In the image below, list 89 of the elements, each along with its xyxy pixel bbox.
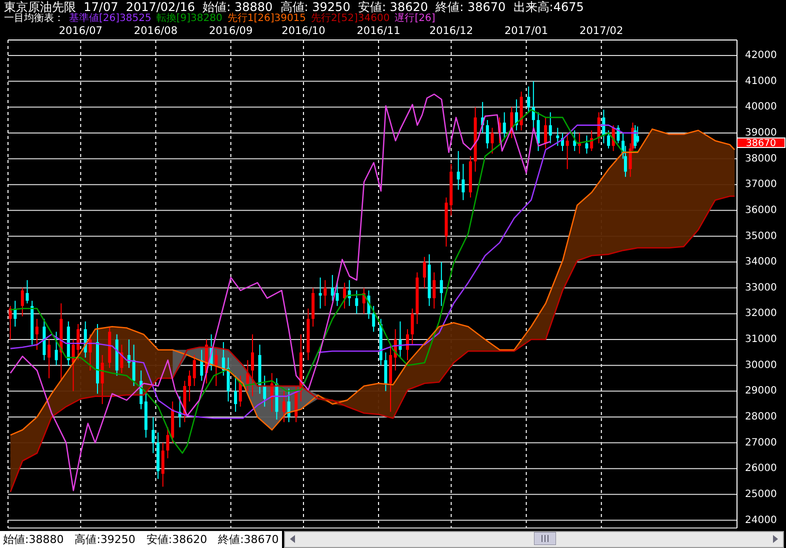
candlestick [222,342,225,376]
line-series [10,196,736,492]
candlestick [486,120,489,149]
x-tick-label: 2016/10 [282,25,326,37]
candlestick [384,352,388,392]
candlestick [324,280,327,306]
candlestick [462,163,465,201]
y-tick-label: 29000 [745,386,777,397]
candlestick [100,354,104,405]
text: 転換[9]38280 [156,13,222,25]
candlestick [548,112,552,144]
candlestick [48,339,51,379]
x-tick-label: 2016/07 [58,25,102,37]
y-tick-label: 39000 [745,128,777,138]
candlestick [161,442,164,488]
candlestick [166,426,170,459]
candlestick [152,416,155,454]
y-tick-label: 36000 [745,204,777,216]
y-tick-label: 35000 [745,230,777,242]
candlestick [456,150,460,190]
x-tick-label: 2017/01 [504,25,548,37]
candlestick [26,280,29,304]
candlestick [410,308,414,346]
line-series [10,94,552,492]
candlestick [234,375,238,412]
candlestick [8,305,12,340]
candlestick [566,132,569,170]
candlestick [246,360,250,392]
y-tick-label: 28000 [745,412,777,423]
y-tick-label: 34000 [745,256,777,268]
candlestick [422,256,426,288]
y-tick-label: 38000 [745,153,777,164]
y-tick-label: 33000 [745,282,777,294]
y-tick-label: 42000 [745,50,777,62]
y-tick-label: 32000 [745,308,777,320]
text: 先行2[52]34600 [311,13,390,25]
y-tick-label: 24000 [745,514,777,526]
candlestick [585,135,588,154]
x-tick-label: 2016/08 [134,25,178,37]
candlestick [502,112,506,139]
candlestick [20,287,24,317]
candlestick [372,305,376,332]
candlestick [330,274,334,302]
text: 基準値[26]38525 [69,13,152,25]
y-tick-label: 26000 [745,463,777,474]
y-tick-label: 30000 [745,360,777,371]
candlestick [188,370,192,402]
text: 始値:38880 高値:39250 安値:38620 終値:38670 [0,531,282,548]
candlestick [343,282,346,310]
candlestick [200,349,204,382]
candlestick [573,130,576,152]
candlestick [544,116,548,149]
x-tick-label: 2016/12 [429,25,474,37]
chart-title: 東京原油先限 17/07 2017/02/16 始値: 38880 高値: 39250 安値: 38620 終値: 38670 出来高:4675 [4,0,584,14]
candlestick [527,86,530,113]
candlestick [607,130,610,149]
y-tick-label: 37000 [745,179,777,190]
text: 先行1[26]39015 [227,13,306,25]
candlestick [282,390,286,423]
candlestick [432,272,436,310]
candlestick [263,375,266,408]
candlestick [536,112,540,152]
line-series [10,128,736,436]
candlestick [214,349,218,386]
y-tick-label: 27000 [745,437,777,448]
candlestick [35,318,38,350]
x-tick-label: 2016/09 [209,25,253,37]
candlestick [578,132,581,154]
candlestick [336,282,339,306]
text: 遅行[26] [394,13,436,25]
candlestick [440,262,443,306]
candlestick [490,127,494,154]
x-tick-label: 2017/02 [580,25,624,37]
y-tick-label: 31000 [745,334,777,346]
candlestick [132,344,136,386]
candlestick [556,127,560,146]
y-tick-label: 41000 [745,76,777,87]
candlestick [54,331,58,366]
candlestick [287,388,290,423]
y-tick-label: 25000 [745,488,777,500]
x-tick-label: 2016/11 [356,25,400,37]
text: 38670 [746,138,776,149]
candlestick [318,277,322,310]
y-tick-label: 40000 [745,102,777,113]
candlestick [192,354,196,386]
candlestick [406,328,409,361]
candlestick [250,334,254,397]
legend-title: 一目均衡表： [4,13,64,25]
candlestick [355,290,358,314]
